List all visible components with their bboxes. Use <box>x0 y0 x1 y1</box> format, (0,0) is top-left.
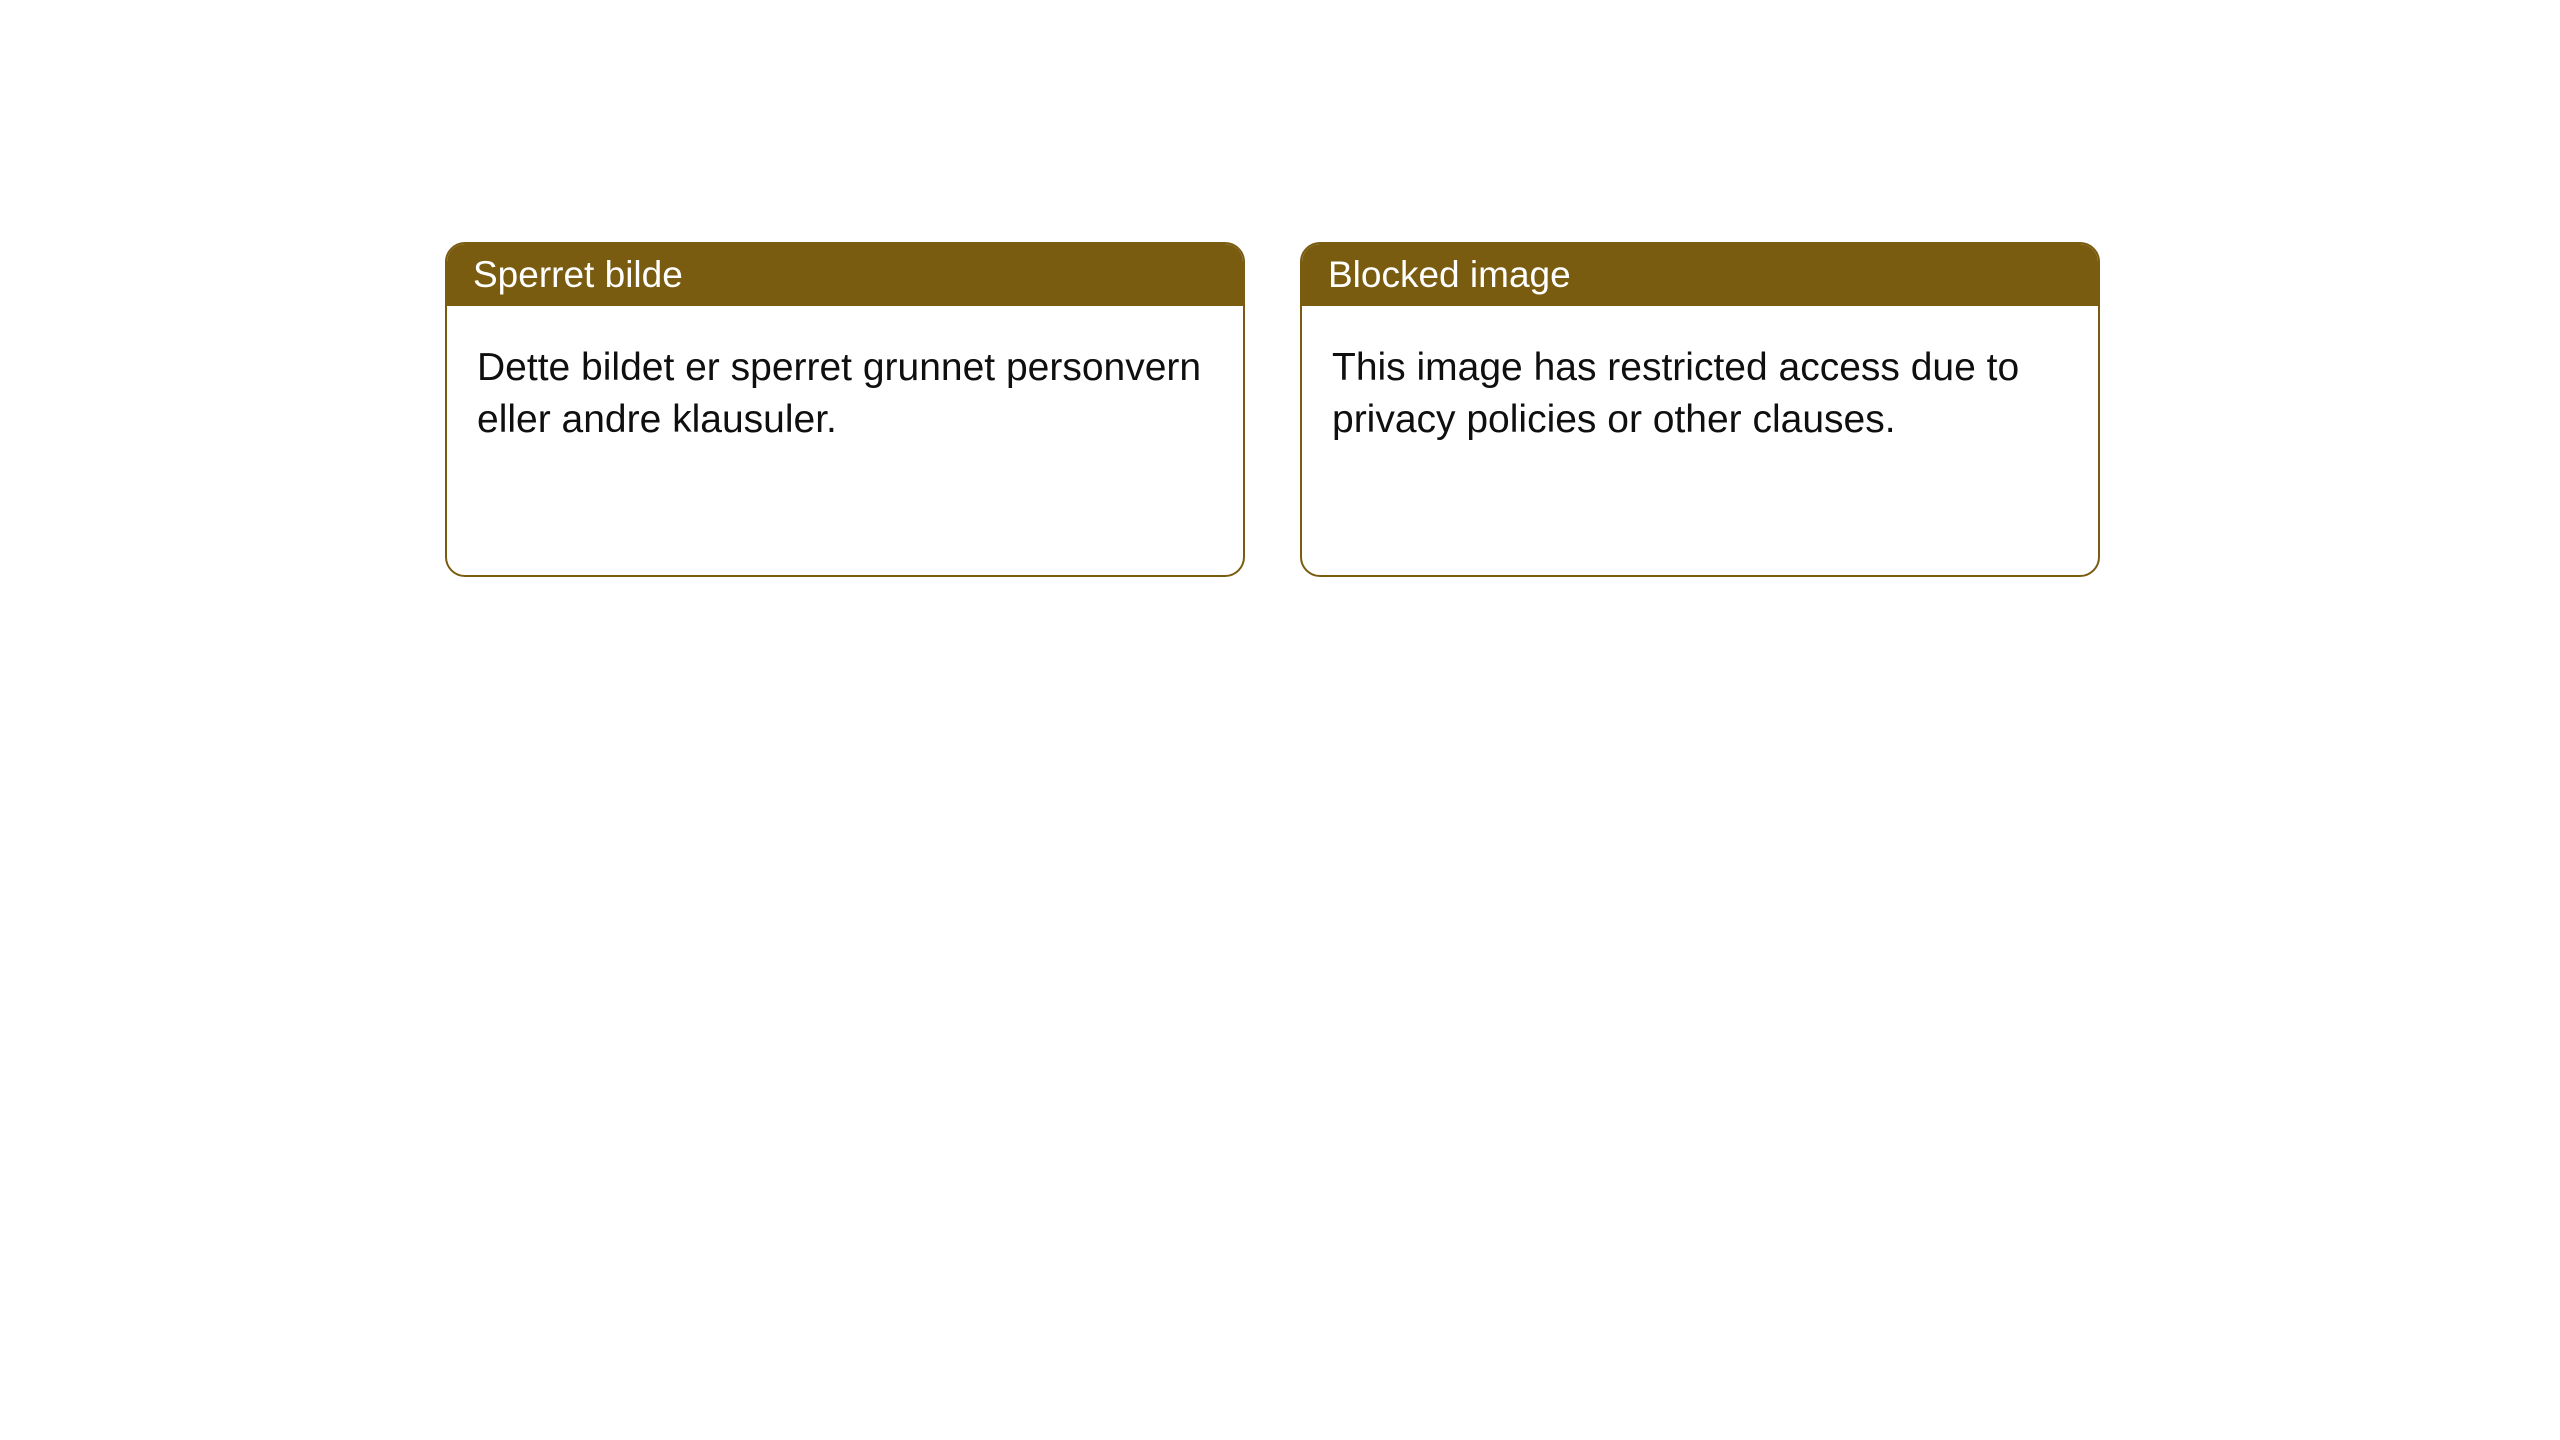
notice-body: Dette bildet er sperret grunnet personve… <box>447 306 1243 483</box>
notice-container: Sperret bilde Dette bildet er sperret gr… <box>445 242 2100 577</box>
notice-header: Blocked image <box>1302 244 2098 306</box>
notice-body: This image has restricted access due to … <box>1302 306 2098 483</box>
notice-title: Sperret bilde <box>473 254 683 295</box>
notice-text: This image has restricted access due to … <box>1332 346 2019 441</box>
notice-card-norwegian: Sperret bilde Dette bildet er sperret gr… <box>445 242 1245 577</box>
notice-header: Sperret bilde <box>447 244 1243 306</box>
notice-card-english: Blocked image This image has restricted … <box>1300 242 2100 577</box>
notice-text: Dette bildet er sperret grunnet personve… <box>477 346 1201 441</box>
notice-title: Blocked image <box>1328 254 1571 295</box>
